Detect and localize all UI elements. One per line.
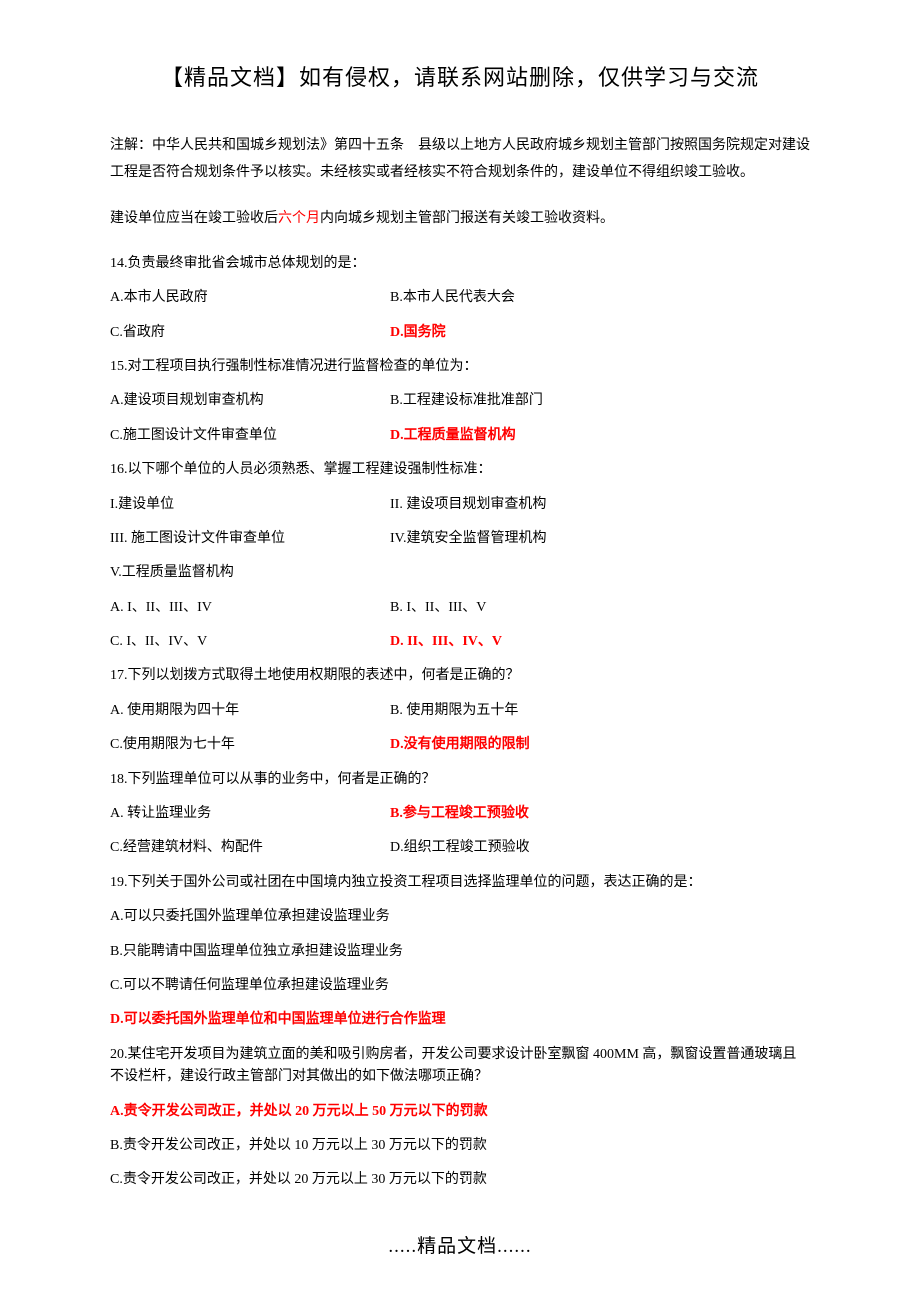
option-d-correct: D.国务院 — [390, 322, 810, 344]
item-row: I.建设单位 II. 建设项目规划审查机构 — [110, 494, 810, 516]
intro-paragraph-2: 建设单位应当在竣工验收后六个月内向城乡规划主管部门报送有关竣工验收资料。 — [110, 208, 810, 230]
option-a: A. 使用期限为四十年 — [110, 700, 390, 722]
question-15: 15.对工程项目执行强制性标准情况进行监督检查的单位为： A.建设项目规划审查机… — [110, 356, 810, 447]
option-a: A. I、II、III、IV — [110, 597, 390, 619]
option-row: C. I、II、IV、V D. II、III、IV、V — [110, 631, 810, 653]
page-title: 【精品文档】如有侵权，请联系网站删除，仅供学习与交流 — [110, 60, 810, 95]
question-stem: 15.对工程项目执行强制性标准情况进行监督检查的单位为： — [110, 356, 810, 378]
option-b: B. I、II、III、V — [390, 597, 810, 619]
question-stem: 14.负责最终审批省会城市总体规划的是： — [110, 253, 810, 275]
option-b: B.工程建设标准批准部门 — [390, 390, 810, 412]
option-d-correct: D.可以委托国外监理单位和中国监理单位进行合作监理 — [110, 1009, 810, 1031]
question-stem: 18.下列监理单位可以从事的业务中，何者是正确的？ — [110, 769, 810, 791]
option-d-correct: D.没有使用期限的限制 — [390, 734, 810, 756]
option-b: B. 使用期限为五十年 — [390, 700, 810, 722]
option-c: C. I、II、IV、V — [110, 631, 390, 653]
intro-p2-post: 内向城乡规划主管部门报送有关竣工验收资料。 — [320, 211, 614, 226]
option-b-correct: B.参与工程竣工预验收 — [390, 803, 810, 825]
option-row: C.省政府 D.国务院 — [110, 322, 810, 344]
question-stem: 20.某住宅开发项目为建筑立面的美和吸引购房者，开发公司要求设计卧室飘窗 400… — [110, 1044, 810, 1089]
item-row: III. 施工图设计文件审查单位 IV.建筑安全监督管理机构 — [110, 528, 810, 550]
intro-paragraph-1: 注解：中华人民共和国城乡规划法》第四十五条 县级以上地方人民政府城乡规划主管部门… — [110, 133, 810, 186]
intro-p2-pre: 建设单位应当在竣工验收后 — [110, 211, 278, 226]
question-14: 14.负责最终审批省会城市总体规划的是： A.本市人民政府 B.本市人民代表大会… — [110, 253, 810, 344]
question-stem: 17.下列以划拨方式取得土地使用权期限的表述中，何者是正确的？ — [110, 665, 810, 687]
option-c: C.施工图设计文件审查单位 — [110, 425, 390, 447]
option-row: A. 使用期限为四十年 B. 使用期限为五十年 — [110, 700, 810, 722]
option-a: A. 转让监理业务 — [110, 803, 390, 825]
option-row: A.本市人民政府 B.本市人民代表大会 — [110, 287, 810, 309]
option-d-correct: D. II、III、IV、V — [390, 631, 810, 653]
option-b: B.责令开发公司改正，并处以 10 万元以上 30 万元以下的罚款 — [110, 1135, 810, 1157]
option-c: C.责令开发公司改正，并处以 20 万元以上 30 万元以下的罚款 — [110, 1169, 810, 1191]
option-d-correct: D.工程质量监督机构 — [390, 425, 810, 447]
option-a-correct: A.责令开发公司改正，并处以 20 万元以上 50 万元以下的罚款 — [110, 1101, 810, 1123]
option-c: C.可以不聘请任何监理单位承担建设监理业务 — [110, 975, 810, 997]
item-i: I.建设单位 — [110, 494, 390, 516]
intro-p2-highlight: 六个月 — [278, 211, 320, 226]
question-stem: 16.以下哪个单位的人员必须熟悉、掌握工程建设强制性标准： — [110, 459, 810, 481]
question-16: 16.以下哪个单位的人员必须熟悉、掌握工程建设强制性标准： I.建设单位 II.… — [110, 459, 810, 653]
option-a: A.建设项目规划审查机构 — [110, 390, 390, 412]
option-b: B.本市人民代表大会 — [390, 287, 810, 309]
question-17: 17.下列以划拨方式取得土地使用权期限的表述中，何者是正确的？ A. 使用期限为… — [110, 665, 810, 756]
item-iv: IV.建筑安全监督管理机构 — [390, 528, 810, 550]
question-19: 19.下列关于国外公司或社团在中国境内独立投资工程项目选择监理单位的问题，表达正… — [110, 872, 810, 1032]
question-stem: 19.下列关于国外公司或社团在中国境内独立投资工程项目选择监理单位的问题，表达正… — [110, 872, 810, 894]
item-v: V.工程质量监督机构 — [110, 562, 810, 584]
option-c: C.经营建筑材料、构配件 — [110, 837, 390, 859]
question-20: 20.某住宅开发项目为建筑立面的美和吸引购房者，开发公司要求设计卧室飘窗 400… — [110, 1044, 810, 1192]
item-iii: III. 施工图设计文件审查单位 — [110, 528, 390, 550]
option-c: C.使用期限为七十年 — [110, 734, 390, 756]
option-row: A. 转让监理业务 B.参与工程竣工预验收 — [110, 803, 810, 825]
option-row: A.建设项目规划审查机构 B.工程建设标准批准部门 — [110, 390, 810, 412]
option-row: C.施工图设计文件审查单位 D.工程质量监督机构 — [110, 425, 810, 447]
option-a: A.可以只委托国外监理单位承担建设监理业务 — [110, 906, 810, 928]
option-row: C.使用期限为七十年 D.没有使用期限的限制 — [110, 734, 810, 756]
option-d: D.组织工程竣工预验收 — [390, 837, 810, 859]
question-18: 18.下列监理单位可以从事的业务中，何者是正确的？ A. 转让监理业务 B.参与… — [110, 769, 810, 860]
option-c: C.省政府 — [110, 322, 390, 344]
option-row: A. I、II、III、IV B. I、II、III、V — [110, 597, 810, 619]
page-footer: .....精品文档...... — [110, 1232, 810, 1262]
option-b: B.只能聘请中国监理单位独立承担建设监理业务 — [110, 941, 810, 963]
item-ii: II. 建设项目规划审查机构 — [390, 494, 810, 516]
option-row: C.经营建筑材料、构配件 D.组织工程竣工预验收 — [110, 837, 810, 859]
option-a: A.本市人民政府 — [110, 287, 390, 309]
